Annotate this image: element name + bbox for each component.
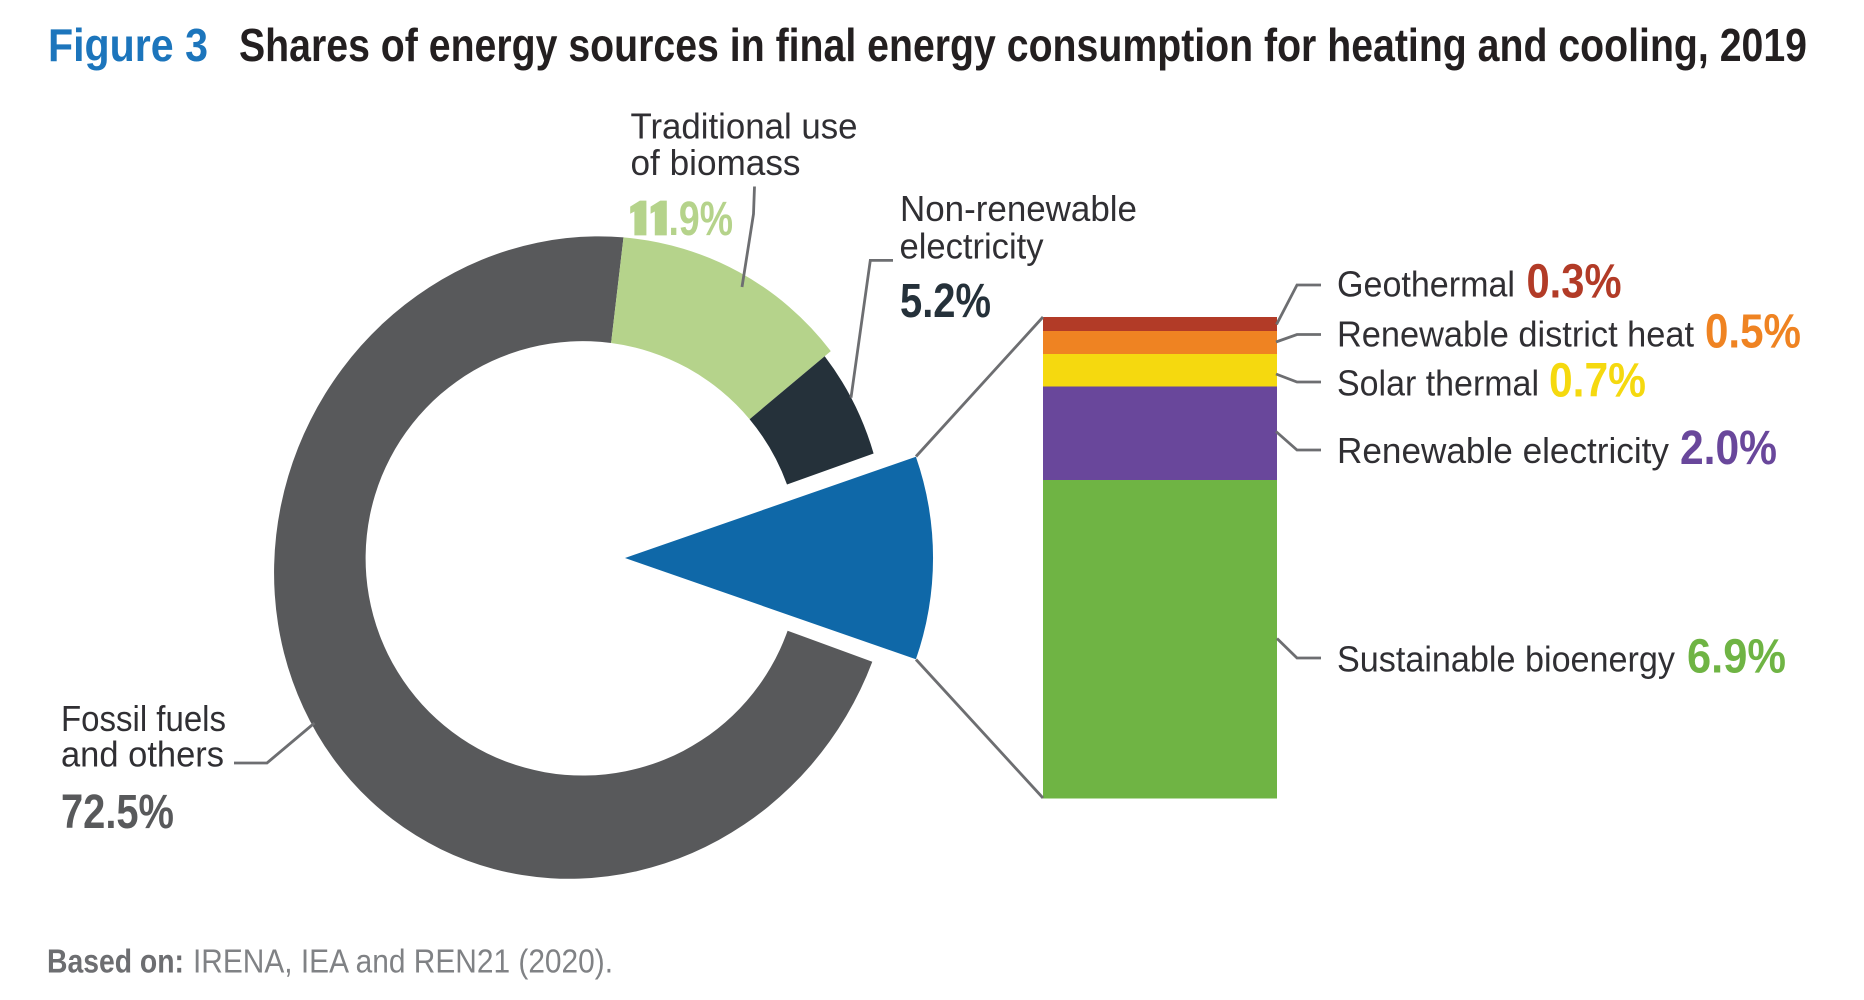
svg-text:Fossil fuels: Fossil fuels: [61, 698, 226, 739]
svg-text:0.5%: 0.5%: [1705, 306, 1801, 359]
svg-text:5.2%: 5.2%: [900, 275, 991, 328]
svg-text:Renewable district heat: Renewable district heat: [1337, 314, 1694, 355]
svg-text:6.9%: 6.9%: [1687, 631, 1786, 684]
svg-text:Solar thermal: Solar thermal: [1337, 362, 1539, 403]
svg-text:Shares of energy sources in fi: Shares of energy sources in final energy…: [239, 19, 1807, 71]
svg-text:Non-renewable: Non-renewable: [900, 188, 1137, 229]
svg-text:Traditional use: Traditional use: [631, 106, 858, 147]
svg-text:Figure 3: Figure 3: [48, 19, 208, 71]
svg-text:electricity: electricity: [900, 226, 1044, 267]
svg-text:Based on:: Based on:: [47, 943, 184, 980]
svg-text:72.5%: 72.5%: [61, 786, 174, 839]
svg-text:2.0%: 2.0%: [1680, 422, 1777, 475]
svg-text:Geothermal: Geothermal: [1337, 263, 1515, 304]
svg-text:0.7%: 0.7%: [1549, 354, 1646, 407]
svg-text:of biomass: of biomass: [631, 142, 801, 183]
svg-text:0.3%: 0.3%: [1527, 255, 1622, 308]
svg-text:.9%: .9%: [669, 193, 734, 246]
svg-text:Sustainable bioenergy: Sustainable bioenergy: [1337, 639, 1675, 680]
svg-text:and others: and others: [61, 734, 224, 775]
svg-text:Renewable electricity: Renewable electricity: [1337, 430, 1669, 471]
svg-text:IRENA, IEA and REN21 (2020).: IRENA, IEA and REN21 (2020).: [193, 943, 613, 980]
